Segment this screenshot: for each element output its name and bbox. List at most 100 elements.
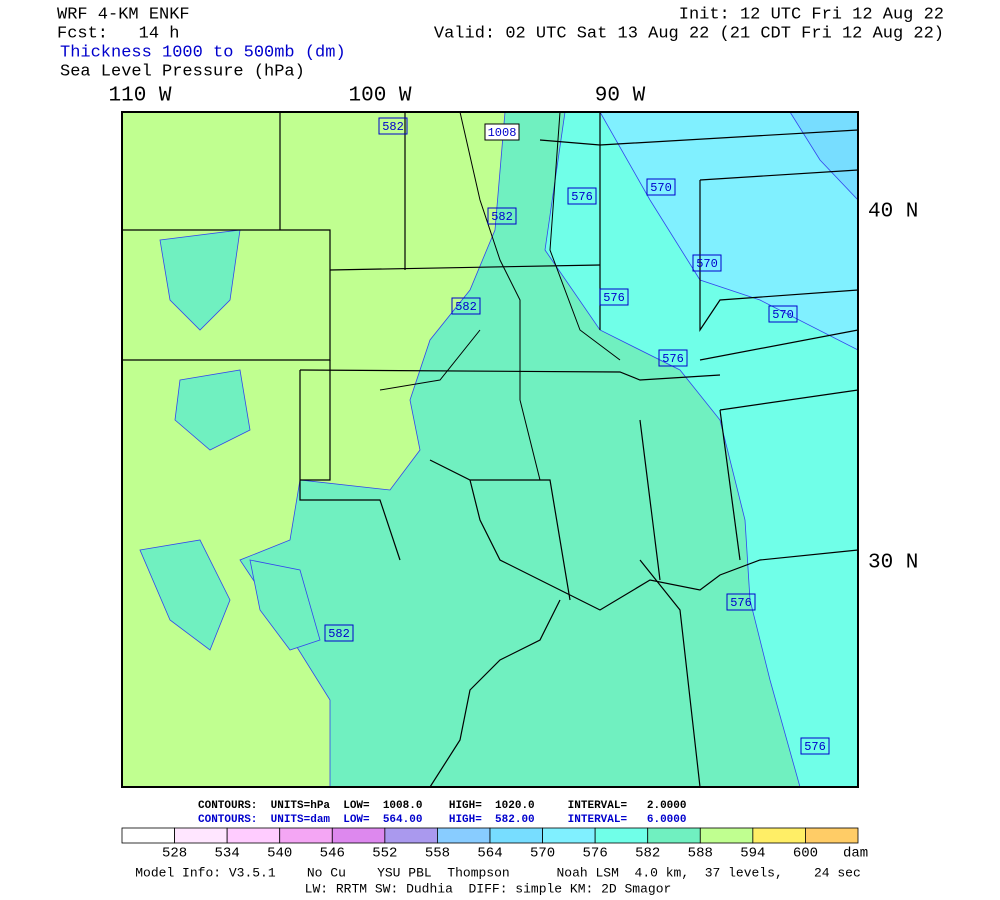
colorbar-box — [331, 827, 386, 844]
contour-label-text: 1008 — [488, 126, 517, 140]
colorbar-label: 594 — [740, 846, 765, 862]
colorbar-label: 564 — [477, 846, 502, 862]
contour-label-box — [567, 187, 597, 205]
boundary-line — [699, 329, 859, 361]
pressure-contour-info: CONTOURS: UNITS=hPa LOW= 1008.0 HIGH= 10… — [198, 800, 686, 812]
colorbar-label: 546 — [320, 846, 345, 862]
model-info: Model Info: V3.5.1 No Cu YSU PBL Thompso… — [135, 865, 861, 880]
contour-label-box — [487, 207, 517, 225]
colorbar-box — [121, 827, 175, 844]
pressure-contour — [549, 111, 621, 361]
contour-label-text: 576 — [571, 190, 593, 204]
longitude-label: 100 W — [348, 85, 411, 108]
contour-label-text: 576 — [662, 352, 684, 366]
forecast-hour: Fcst: 14 h — [57, 24, 179, 43]
pressure-contour — [379, 329, 481, 391]
colorbar-box — [647, 827, 701, 844]
contour-label-text: 570 — [772, 308, 794, 322]
latitude-label: 40 N — [868, 201, 918, 224]
thickness-fill — [174, 369, 251, 451]
colorbar-label: 540 — [267, 846, 292, 862]
contour-label-box — [800, 737, 830, 755]
model-info: LW: RRTM SW: Dudhia DIFF: simple KM: 2D … — [305, 881, 672, 896]
contour-label-box — [599, 288, 629, 306]
contour-label-text: 582 — [491, 210, 513, 224]
contour-label: 582 — [324, 624, 354, 642]
colorbar-box — [437, 827, 491, 844]
colorbar-box — [699, 827, 754, 844]
boundary-line — [469, 479, 859, 611]
boundary-line — [299, 370, 401, 561]
contour-label-box — [646, 178, 676, 196]
colorbar-box — [384, 827, 438, 844]
model-name: WRF 4-KM ENKF — [57, 5, 190, 24]
init-time: Init: 12 UTC Fri 12 Aug 22 — [679, 5, 944, 24]
colorbar-label: 570 — [530, 846, 555, 862]
colorbar-label: 528 — [162, 846, 187, 862]
thickness-fill — [159, 229, 241, 331]
boundary-line — [429, 459, 571, 601]
contour-label-text: 570 — [650, 181, 672, 195]
contour-label: 576 — [726, 593, 756, 611]
boundary-line — [429, 599, 561, 788]
contour-label: 582 — [487, 207, 517, 225]
valid-time: Valid: 02 UTC Sat 13 Aug 22 (21 CDT Fri … — [434, 24, 944, 43]
contour-label-text: 582 — [328, 627, 350, 641]
colorbar-label: 558 — [425, 846, 450, 862]
contour-label: 576 — [567, 187, 597, 205]
contour-label-box — [768, 305, 798, 323]
contour-label-text: 582 — [382, 120, 404, 134]
boundary-line — [299, 369, 721, 381]
contour-label-text: 576 — [603, 291, 625, 305]
pressure-contour — [459, 111, 541, 481]
contour-label: 582 — [451, 297, 481, 315]
contour-label: 570 — [768, 305, 798, 323]
boundary-line — [719, 409, 741, 561]
colorbar-box — [174, 827, 228, 844]
colorbar-box — [542, 827, 596, 844]
contour-label-text: 582 — [455, 300, 477, 314]
contour-label-box — [451, 297, 481, 315]
contour-label-box — [726, 593, 756, 611]
contour-label-text: 576 — [804, 740, 826, 754]
latitude-label: 30 N — [868, 552, 918, 575]
boundary-line — [300, 360, 331, 481]
colorbar-label: 576 — [583, 846, 608, 862]
contour-label: 576 — [658, 349, 688, 367]
boundary-line — [699, 169, 859, 181]
contour-label-box — [658, 349, 688, 367]
contour-label: 1008 — [484, 123, 520, 141]
map: 582 1008 582 576 570 570 576 582 570 576 576 582 576 — [121, 111, 859, 788]
contour-label: 576 — [599, 288, 629, 306]
colorbar-box — [489, 827, 543, 844]
thickness-contour-info: CONTOURS: UNITS=dam LOW= 564.00 HIGH= 58… — [198, 814, 686, 826]
contour-label: 582 — [378, 117, 408, 135]
contour-label-box — [324, 624, 354, 642]
colorbar: 528 534 540 546 552 558 564 570 576 582 588 594 600 d… — [121, 827, 868, 862]
contour-label: 570 — [692, 254, 722, 272]
contour-label-text: 576 — [730, 596, 752, 610]
colorbar-label: 588 — [688, 846, 713, 862]
contour-field: Sea Level Pressure (hPa) — [60, 62, 305, 81]
contour-label: 576 — [800, 737, 830, 755]
colorbar-box — [279, 827, 333, 844]
colorbar-label: 582 — [635, 846, 660, 862]
boundary-line — [639, 559, 701, 788]
fill-field: Thickness 1000 to 500mb (dm) — [60, 43, 346, 62]
colorbar-unit: dam — [843, 846, 868, 862]
boundary-line — [329, 264, 601, 271]
thickness-fill — [249, 559, 321, 651]
boundary-line — [639, 419, 661, 581]
boundary-line — [122, 229, 331, 361]
contour-label-box — [484, 123, 520, 141]
contour-label-box — [378, 117, 408, 135]
colorbar-label: 552 — [372, 846, 397, 862]
map-frame — [121, 111, 859, 788]
colorbar-label: 600 — [793, 846, 818, 862]
contour-label-box — [692, 254, 722, 272]
contour-label: 570 — [646, 178, 676, 196]
colorbar-box — [805, 827, 859, 844]
colorbar-box — [594, 827, 649, 844]
contour-label-text: 570 — [696, 257, 718, 271]
